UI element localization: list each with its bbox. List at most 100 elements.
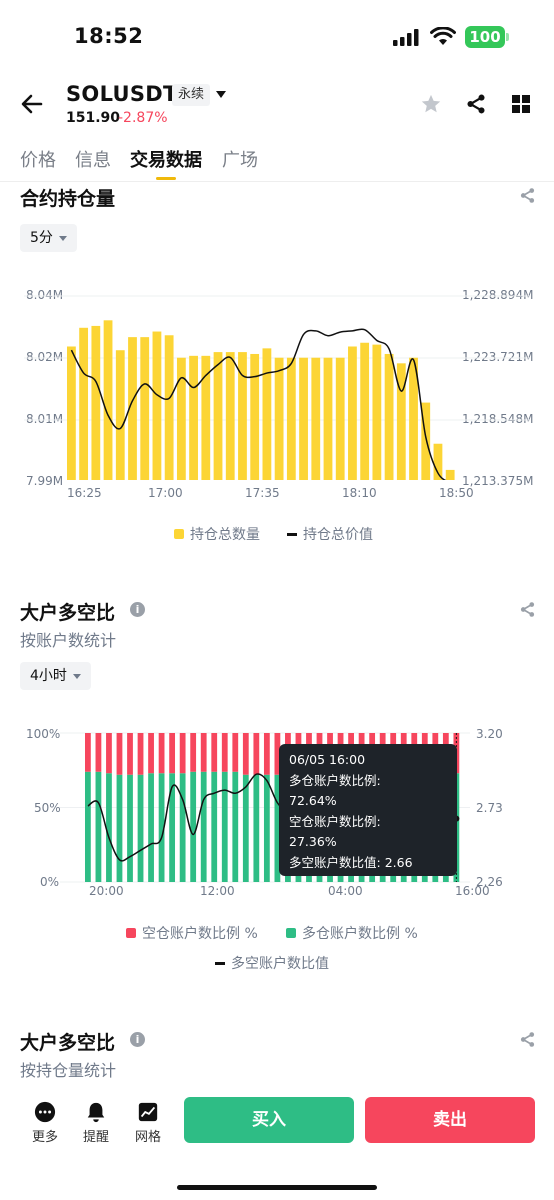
oi-bar — [299, 357, 308, 480]
short-ratio-bar — [274, 733, 281, 775]
oi-bar — [274, 357, 284, 480]
legend-label: 持仓总价值 — [303, 527, 373, 543]
oi-bar — [189, 355, 198, 480]
sell-button[interactable]: 卖出 — [365, 1097, 535, 1143]
long-ratio-bar — [116, 774, 123, 882]
buy-button[interactable]: 买入 — [184, 1097, 354, 1143]
y-left-tick: 50% — [34, 801, 61, 815]
y-right-tick: 1,213.375M — [462, 474, 534, 488]
tooltip-short-value: 27.36% — [289, 834, 337, 850]
legend-swatch — [174, 529, 184, 539]
contract-type-tag: 永续 — [172, 84, 211, 106]
oi-bar — [140, 337, 150, 480]
back-arrow-icon[interactable] — [20, 92, 44, 116]
tab-trading-data[interactable]: 交易数据 — [130, 150, 202, 171]
long-ratio-bar — [158, 773, 165, 882]
tab-price[interactable]: 价格 — [20, 150, 56, 171]
oi-bar — [164, 335, 174, 480]
y-right-tick: 2.73 — [476, 801, 503, 815]
tab-bar: 价格 信息 交易数据 广场 — [0, 146, 554, 182]
long-ratio-bar — [253, 774, 260, 882]
short-ratio-bar — [211, 733, 218, 772]
open-interest-interval-select[interactable]: 5分 — [20, 224, 77, 252]
oi-bar — [115, 350, 125, 480]
short-ratio-bar — [116, 733, 123, 775]
oi-bar — [286, 357, 296, 480]
share-icon[interactable] — [519, 1031, 536, 1048]
short-ratio-bar — [137, 733, 144, 775]
oi-bar — [445, 469, 455, 480]
tooltip-long-label: 多仓账户数比例: — [289, 772, 381, 788]
top-trader-accounts-subtitle: 按账户数统计 — [20, 631, 117, 650]
short-ratio-bar — [85, 733, 91, 772]
bell-icon[interactable] — [85, 1101, 107, 1123]
long-ratio-bar — [221, 771, 228, 882]
long-ratio-bar — [200, 771, 207, 882]
status-bar: 18:52 100 — [0, 0, 554, 70]
chevron-down-icon — [58, 235, 67, 241]
active-tab-indicator — [156, 177, 176, 180]
y-right-tick: 2.26 — [476, 875, 503, 889]
oi-bar — [262, 348, 272, 480]
oi-bar — [67, 346, 76, 480]
y-right-tick: 1,223.721M — [462, 350, 534, 364]
share-icon[interactable] — [519, 187, 536, 204]
oi-bar — [225, 352, 235, 480]
y-left-tick: 8.02M — [26, 350, 64, 364]
legend-swatch — [215, 962, 225, 965]
oi-bar — [360, 342, 370, 480]
open-interest-title: 合约持仓量 — [20, 188, 116, 210]
share-icon[interactable] — [465, 93, 487, 115]
oi-bar — [372, 344, 382, 480]
short-ratio-bar — [148, 733, 154, 774]
info-icon[interactable]: i — [130, 602, 145, 617]
long-ratio-bar — [169, 773, 176, 882]
legend-label: 多仓账户数比例 % — [302, 926, 418, 942]
short-ratio-bar — [232, 733, 239, 772]
oi-bar — [409, 357, 418, 480]
symbol-title[interactable]: SOLUSDT — [66, 82, 178, 106]
oi-bar — [103, 320, 113, 480]
long-ratio-bar — [106, 773, 112, 882]
interval-label: 5分 — [30, 230, 53, 246]
legend-label: 空仓账户数比例 % — [142, 926, 258, 942]
more-label[interactable]: 更多 — [32, 1130, 59, 1145]
long-ratio-bar — [95, 771, 102, 882]
y-left-tick: 100% — [26, 727, 61, 741]
tab-square[interactable]: 广场 — [222, 150, 258, 171]
top-trader-interval-select[interactable]: 4小时 — [20, 662, 91, 690]
x-tick: 17:35 — [245, 486, 280, 500]
tooltip-long-value: 72.64% — [289, 793, 337, 809]
y-right-tick: 1,218.548M — [462, 412, 534, 426]
grid-menu-icon[interactable] — [512, 95, 530, 113]
y-right-tick: 3.20 — [476, 727, 503, 741]
more-icon[interactable] — [34, 1101, 56, 1123]
oi-bar — [152, 331, 162, 480]
x-tick: 12:00 — [200, 884, 235, 898]
legend-swatch — [287, 533, 297, 536]
caret-down-icon[interactable] — [215, 90, 227, 99]
star-icon[interactable] — [420, 93, 442, 115]
long-ratio-bar — [242, 774, 249, 882]
share-icon[interactable] — [519, 601, 536, 618]
home-indicator — [177, 1185, 377, 1190]
long-ratio-bar — [148, 773, 154, 882]
y-left-tick: 8.04M — [26, 288, 64, 302]
y-left-tick: 0% — [40, 875, 60, 889]
long-ratio-bar — [137, 774, 144, 882]
long-ratio-bar — [211, 771, 218, 882]
legend-long-ratio: 多仓账户数比例 % — [286, 923, 418, 943]
grid-trading-icon[interactable] — [137, 1101, 159, 1123]
alert-label[interactable]: 提醒 — [83, 1130, 110, 1145]
wifi-icon — [430, 27, 456, 45]
oi-bar — [176, 357, 186, 480]
signal-icon — [393, 29, 419, 46]
short-ratio-bar — [179, 733, 186, 774]
oi-bar — [79, 327, 89, 480]
legend-swatch — [286, 928, 296, 938]
tab-info[interactable]: 信息 — [75, 150, 111, 171]
long-ratio-bar — [179, 773, 186, 882]
info-icon[interactable]: i — [130, 1032, 145, 1047]
oi-bar — [348, 346, 357, 480]
grid-label[interactable]: 网格 — [135, 1130, 162, 1145]
